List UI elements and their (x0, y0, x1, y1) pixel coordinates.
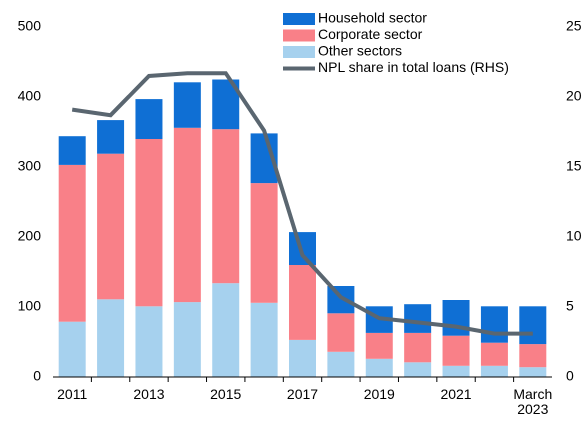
x-tick-label: 2019 (363, 386, 395, 402)
y-tick-label: 200 (18, 228, 42, 244)
bar (404, 362, 432, 377)
x-tick-label: 2015 (210, 386, 242, 402)
y-tick-label: 300 (18, 158, 42, 174)
y-tick-label: 100 (18, 298, 42, 314)
bar (519, 344, 547, 368)
bar (519, 306, 547, 345)
x-tick-label: March 2023 (513, 386, 553, 417)
bar (97, 120, 125, 154)
y2-tick-label: 10 (566, 228, 582, 244)
bar (135, 99, 163, 139)
line (71, 71, 533, 336)
bar (58, 164, 86, 322)
bar (365, 358, 393, 377)
y2-tick-label: 25 (566, 18, 582, 34)
bar (480, 306, 508, 343)
x-tick-label: 2017 (286, 386, 319, 402)
bar (365, 332, 393, 359)
bar (327, 286, 355, 314)
legend-swatch (283, 29, 315, 42)
y2-tick-label: 15 (566, 158, 582, 174)
bar (173, 82, 201, 128)
bar (289, 339, 316, 377)
bar (212, 283, 240, 377)
legend-label: Corporate sector (318, 26, 423, 42)
bar (97, 153, 125, 300)
bar (58, 136, 86, 165)
x-tick-label: 2013 (133, 386, 165, 402)
legend-label: Other sectors (318, 43, 402, 59)
legend-swatch (283, 13, 315, 25)
bar (58, 321, 86, 377)
y2-tick-label: 0 (566, 368, 574, 384)
bar (135, 139, 163, 307)
bar (404, 304, 432, 333)
bar (250, 302, 278, 377)
bar (327, 313, 355, 352)
y2-tick-label: 5 (566, 298, 574, 314)
y-tick-label: 400 (18, 88, 42, 104)
y2-tick-label: 20 (566, 88, 582, 104)
bar (442, 365, 470, 377)
legend-swatch (283, 46, 315, 58)
bar (442, 335, 470, 366)
bar (404, 332, 432, 363)
y-tick-label: 0 (33, 368, 41, 384)
legend-label: NPL share in total loans (RHS) (318, 59, 509, 75)
x-tick-label: 2011 (57, 386, 88, 402)
y-tick-label: 500 (18, 18, 42, 34)
bar (135, 306, 163, 377)
bar (97, 299, 125, 377)
bar (289, 265, 316, 340)
bar (480, 365, 508, 377)
legend-label: Household sector (318, 10, 427, 26)
bar (519, 367, 547, 377)
bar (250, 183, 278, 303)
bar (173, 302, 201, 377)
bar (173, 127, 201, 303)
x-tick-label: 2021 (440, 386, 472, 402)
bar (212, 129, 240, 284)
bar (327, 351, 355, 377)
bar (480, 342, 508, 366)
